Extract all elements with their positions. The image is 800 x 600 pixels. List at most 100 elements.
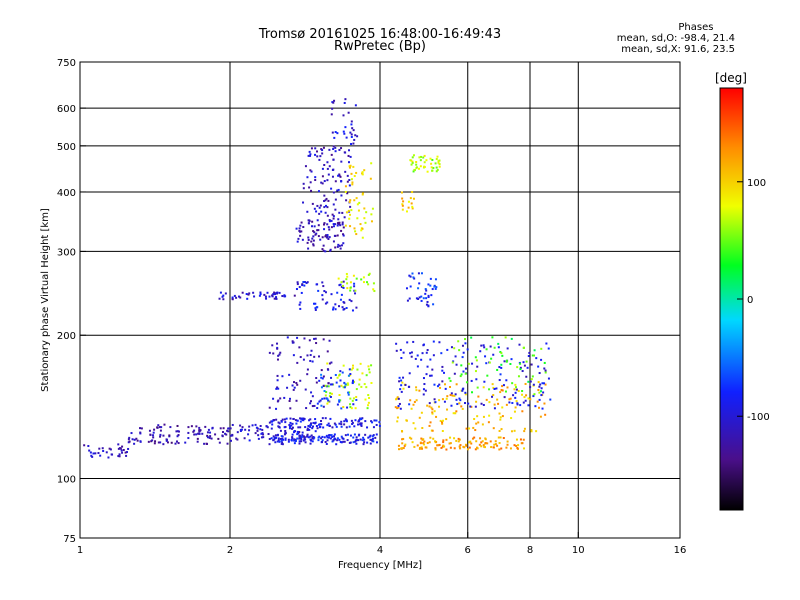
data-point (415, 163, 418, 166)
data-point (399, 348, 402, 351)
data-point (505, 403, 508, 406)
data-point (262, 433, 265, 436)
data-point (411, 156, 414, 159)
data-point (373, 419, 376, 422)
data-point (337, 277, 340, 280)
data-point (412, 422, 415, 425)
data-point (333, 99, 336, 102)
data-point (323, 163, 326, 166)
data-point (450, 404, 453, 407)
data-point (464, 393, 467, 396)
data-point (291, 437, 294, 440)
data-point (453, 347, 456, 350)
data-point (362, 276, 365, 279)
data-point (296, 336, 299, 339)
data-point (416, 365, 419, 368)
data-point (538, 385, 541, 388)
data-point (291, 426, 294, 429)
data-point (423, 443, 426, 446)
data-point (414, 357, 417, 360)
data-point (163, 423, 166, 426)
data-point (321, 439, 324, 442)
data-point (481, 423, 484, 426)
data-point (464, 372, 467, 375)
data-point (326, 161, 329, 164)
data-point (542, 391, 545, 394)
data-point (343, 151, 346, 154)
data-point (273, 437, 276, 440)
data-point (338, 284, 341, 287)
data-point (470, 336, 473, 339)
data-point (437, 444, 440, 447)
data-point (320, 376, 323, 379)
data-point (350, 209, 353, 212)
data-point (480, 344, 483, 347)
data-point (311, 360, 314, 363)
data-point (97, 452, 100, 455)
data-point (505, 446, 508, 449)
data-point (277, 421, 280, 424)
data-point (277, 399, 280, 402)
data-point (332, 148, 335, 151)
data-point (343, 381, 346, 384)
data-point (406, 299, 409, 302)
data-point (339, 224, 342, 227)
data-point (309, 402, 312, 405)
data-point (329, 248, 332, 251)
data-point (338, 211, 341, 214)
y-tick-label: 750 (57, 58, 76, 69)
data-point (441, 398, 444, 401)
data-point (314, 302, 317, 305)
data-point (321, 152, 324, 155)
data-point (423, 383, 426, 386)
data-point (331, 435, 334, 438)
data-point (293, 381, 296, 384)
data-point (227, 427, 230, 430)
data-point (499, 436, 502, 439)
data-point (152, 434, 155, 437)
data-point (284, 421, 287, 424)
data-point (291, 436, 294, 439)
data-point (402, 376, 405, 379)
data-point (311, 405, 314, 408)
data-point (355, 388, 358, 391)
data-point (281, 443, 284, 446)
data-point (474, 356, 477, 359)
data-point (530, 429, 533, 432)
data-point (334, 146, 337, 149)
data-point (239, 429, 242, 432)
data-point (292, 417, 295, 420)
data-point (332, 191, 335, 194)
data-point (292, 354, 295, 357)
data-point (288, 425, 291, 428)
data-point (491, 383, 494, 386)
data-point (516, 402, 519, 405)
data-point (351, 309, 354, 312)
data-point (510, 430, 513, 433)
data-point (475, 359, 478, 362)
data-point (420, 358, 423, 361)
data-point (338, 173, 341, 176)
data-point (321, 248, 324, 251)
data-point (346, 439, 349, 442)
data-point (322, 249, 325, 252)
data-point (326, 223, 329, 226)
data-point (434, 401, 437, 404)
data-point (441, 429, 444, 432)
data-point (334, 234, 337, 237)
data-point (314, 430, 317, 433)
data-point (326, 235, 329, 238)
data-point (370, 382, 373, 385)
data-point (323, 290, 326, 293)
data-point (121, 451, 124, 454)
data-point (425, 446, 428, 449)
data-point (351, 399, 354, 402)
data-point (516, 366, 519, 369)
data-point (426, 442, 429, 445)
data-point (302, 358, 305, 361)
data-point (458, 402, 461, 405)
data-point (301, 434, 304, 437)
data-point (319, 399, 322, 402)
data-point (441, 421, 444, 424)
data-point (355, 395, 358, 398)
